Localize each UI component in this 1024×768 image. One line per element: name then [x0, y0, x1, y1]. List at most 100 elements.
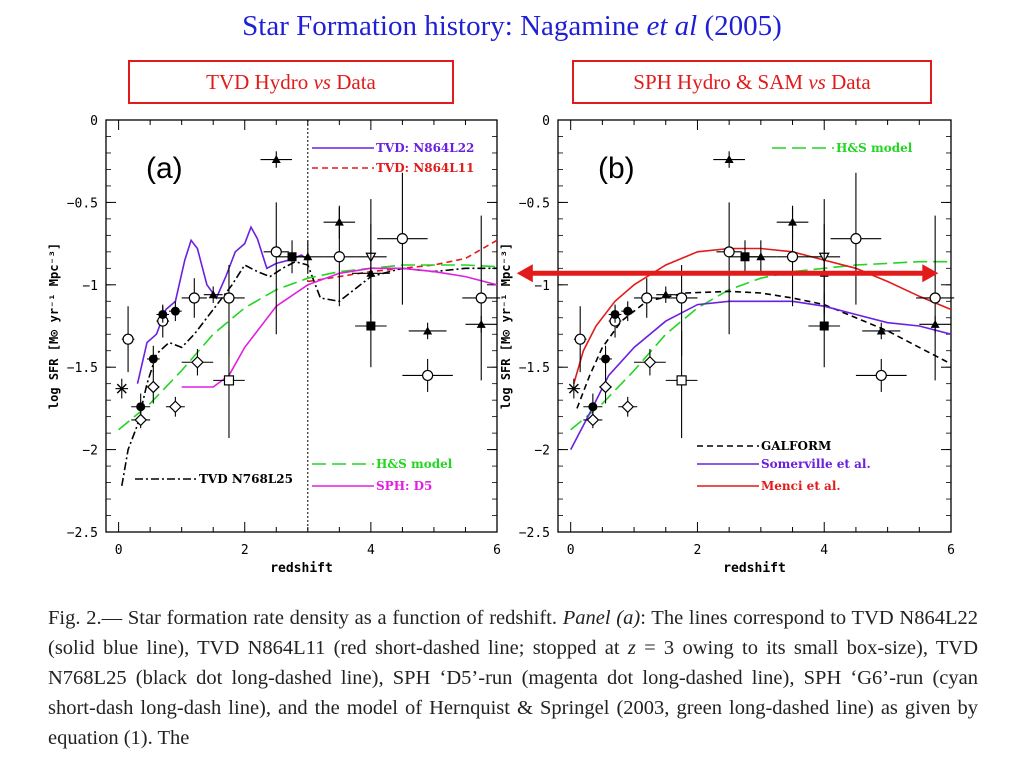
data-point	[465, 316, 497, 333]
title-italic: et al	[646, 10, 698, 42]
triangle-marker	[208, 290, 218, 299]
box-b-pre: SPH Hydro & SAM	[633, 70, 809, 94]
arrow-head-left	[516, 264, 533, 283]
triangle-marker	[476, 319, 486, 328]
y-axis-label: log SFR [M⊙ yr⁻¹ Mpc⁻³]	[47, 243, 61, 409]
filled-circle-marker	[623, 306, 633, 316]
data-point	[213, 330, 245, 439]
panel-b-label-box: SPH Hydro & SAM vs Data	[572, 60, 932, 104]
data-point	[260, 151, 293, 168]
caption-panel-a: Panel (a)	[562, 607, 641, 629]
data-point	[919, 316, 951, 333]
data-point	[716, 202, 742, 335]
data-point	[830, 172, 882, 305]
x-tick-label: 4	[367, 543, 375, 558]
y-tick-label: −2	[534, 444, 550, 459]
y-tick-label: −0.5	[67, 196, 98, 211]
series-line	[118, 264, 497, 431]
y-tick-label: −2.5	[67, 526, 98, 541]
double-arrow	[516, 264, 939, 283]
data-point	[146, 370, 160, 404]
panel-b: 0 2 4 6 0 −0.5 −1 −1.5 −2 −2.5 redshift log SFR [M⊙…	[499, 114, 955, 576]
y-tick-label: −1	[82, 279, 98, 294]
data-point	[462, 215, 501, 381]
diamond-marker	[643, 355, 657, 369]
filled-square-marker	[366, 321, 376, 331]
data-point	[744, 240, 777, 274]
legend-label: SPH: D5	[376, 479, 432, 493]
filled-circle-marker	[158, 309, 168, 319]
diamond-marker	[191, 355, 204, 369]
caption-part-5: = 3 owing to its small box-size), TVD N7…	[48, 637, 979, 749]
open-circle-marker	[122, 333, 134, 345]
box-b-post: Data	[825, 70, 871, 94]
filled-circle-marker	[148, 354, 158, 364]
data-point	[916, 215, 955, 381]
panel-label: (b)	[598, 152, 635, 185]
data-point	[776, 207, 809, 307]
caption-z: z	[627, 637, 636, 659]
triangle-marker	[661, 290, 671, 299]
data-point	[621, 301, 635, 322]
data-point	[131, 411, 151, 429]
data-point	[351, 223, 390, 323]
data-point	[855, 358, 907, 392]
box-b-em: vs	[808, 70, 826, 94]
panel-a: 0 2 4 6 0 −0.5 −1 −1.5 −2 −2.5 redshift log SFR [M⊙…	[47, 114, 501, 576]
data-point	[181, 349, 214, 376]
data-point	[165, 396, 185, 417]
x-tick-label: 6	[947, 543, 955, 558]
open-circle-marker	[223, 292, 235, 304]
triangle-marker	[756, 252, 766, 261]
figure-caption: Fig. 2.— Star formation rate density as …	[48, 603, 978, 753]
panel-a-label-box: TVD Hydro vs Data	[128, 60, 454, 104]
data-point	[618, 396, 638, 417]
x-tick-label: 4	[820, 543, 828, 558]
data-point	[263, 202, 289, 335]
box-a-post: Data	[330, 70, 376, 94]
data-point	[402, 358, 453, 392]
plot-frame	[105, 119, 498, 533]
y-tick-label: −1.5	[519, 361, 550, 376]
diamond-marker	[146, 380, 160, 394]
open-circle-marker	[875, 369, 887, 382]
open-circle-marker	[676, 292, 688, 304]
open-circle-marker	[422, 369, 434, 382]
y-axis-label: log SFR [M⊙ yr⁻¹ Mpc⁻³]	[499, 243, 513, 409]
open-circle-marker	[574, 333, 586, 345]
caption-part-1: Fig. 2.— Star formation rate density as …	[48, 607, 563, 629]
y-tick-label: −1.5	[67, 361, 98, 376]
data-point	[377, 172, 428, 305]
diamond-marker	[134, 413, 148, 427]
data-point	[608, 306, 622, 323]
y-tick-label: 0	[90, 114, 98, 129]
filled-circle-marker	[136, 402, 146, 412]
data-point	[181, 278, 207, 318]
x-tick-label: 0	[115, 543, 123, 558]
diamond-marker	[599, 380, 612, 394]
open-circle-marker	[475, 292, 487, 304]
panel-label: (a)	[146, 152, 183, 185]
cross-marker-b	[568, 383, 579, 394]
data-point	[656, 286, 676, 303]
data-point	[567, 378, 581, 399]
x-axis-label: redshift	[723, 561, 786, 576]
filled-circle-marker	[601, 354, 611, 364]
legend-label: Menci et al.	[761, 479, 841, 493]
data-point	[573, 306, 587, 373]
data-point	[634, 349, 666, 376]
data-point	[599, 345, 612, 373]
arrow-head-right	[922, 264, 939, 283]
data-point	[634, 278, 660, 318]
data-point	[169, 301, 182, 322]
caption-part-3: : The lines correspond to TVD N864L22 (s…	[48, 607, 978, 659]
plot-frame	[557, 119, 952, 533]
series-line	[136, 225, 309, 384]
triangle-marker	[724, 155, 734, 164]
data-point	[323, 207, 356, 307]
legend-label: TVD: N864L11	[376, 161, 474, 175]
y-tick-label: 0	[542, 114, 550, 129]
filled-square-marker	[819, 321, 829, 331]
x-axis-label: redshift	[270, 561, 333, 576]
data-point	[599, 370, 612, 404]
